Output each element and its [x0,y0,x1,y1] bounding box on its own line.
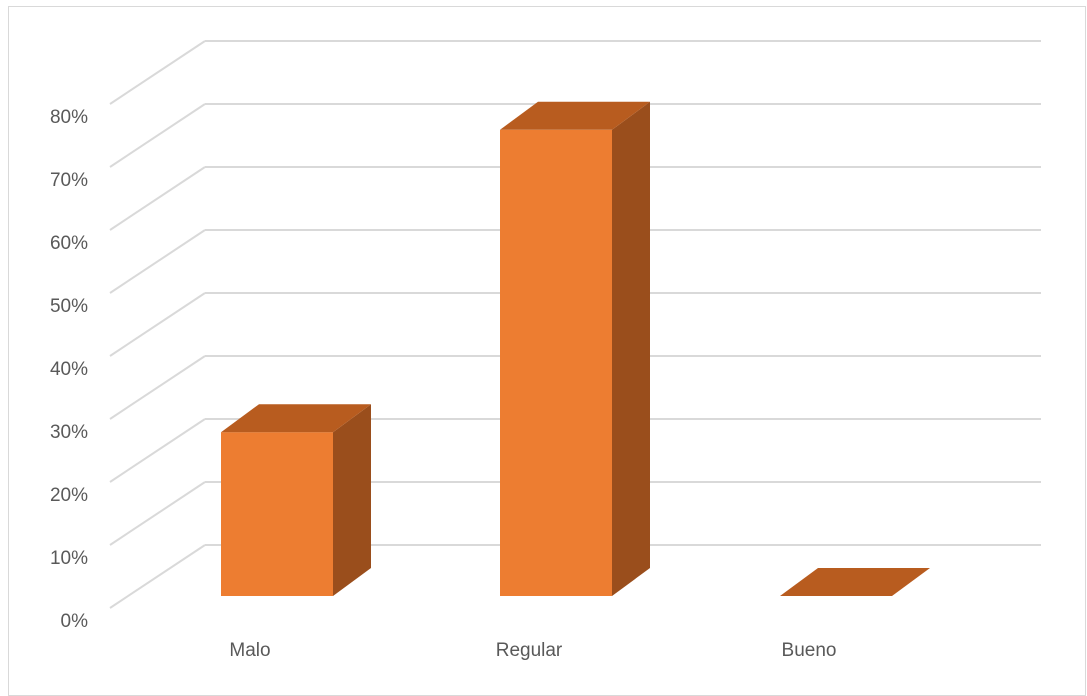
x-category-label: Regular [496,640,563,661]
bar-malo [221,404,371,596]
gridline-depth [109,355,206,420]
bars [221,101,930,597]
y-tick-label: 30% [50,422,88,443]
y-tick-label: 80% [50,107,88,128]
y-tick-label: 60% [50,233,88,254]
gridline-depth [109,481,206,546]
gridline-depth [109,166,206,231]
y-tick-label: 40% [50,359,88,380]
gridline-depth [109,103,206,168]
bar-front-face [221,432,333,596]
gridline-depth [109,292,206,357]
gridline-depth [109,418,206,483]
bar-front-face [500,129,612,597]
gridline-depth [109,544,206,609]
y-tick-label: 50% [50,296,88,317]
x-axis-categories: Malo Regular Bueno [229,640,836,661]
x-category-label: Bueno [782,640,837,661]
y-axis-ticks: 0% 10% 20% 30% 40% 50% 60% 70% 80% [50,107,88,632]
bar-chart: 0% 10% 20% 30% 40% 50% 60% 70% 80% Malo Regular Bu… [50,40,1041,661]
bar-bueno [780,568,930,596]
y-tick-label: 20% [50,485,88,506]
bar-regular [500,101,650,597]
gridline-depth [109,40,206,105]
gridline-depth [109,229,206,294]
bar-top-face [500,101,650,130]
y-tick-label: 70% [50,170,88,191]
y-tick-label: 10% [50,548,88,569]
x-category-label: Malo [229,640,270,661]
y-tick-label: 0% [61,611,89,632]
bar-side-face [612,101,650,597]
bar-top-face [780,568,930,596]
bar-top-face [221,404,371,433]
bar-side-face [333,404,371,596]
